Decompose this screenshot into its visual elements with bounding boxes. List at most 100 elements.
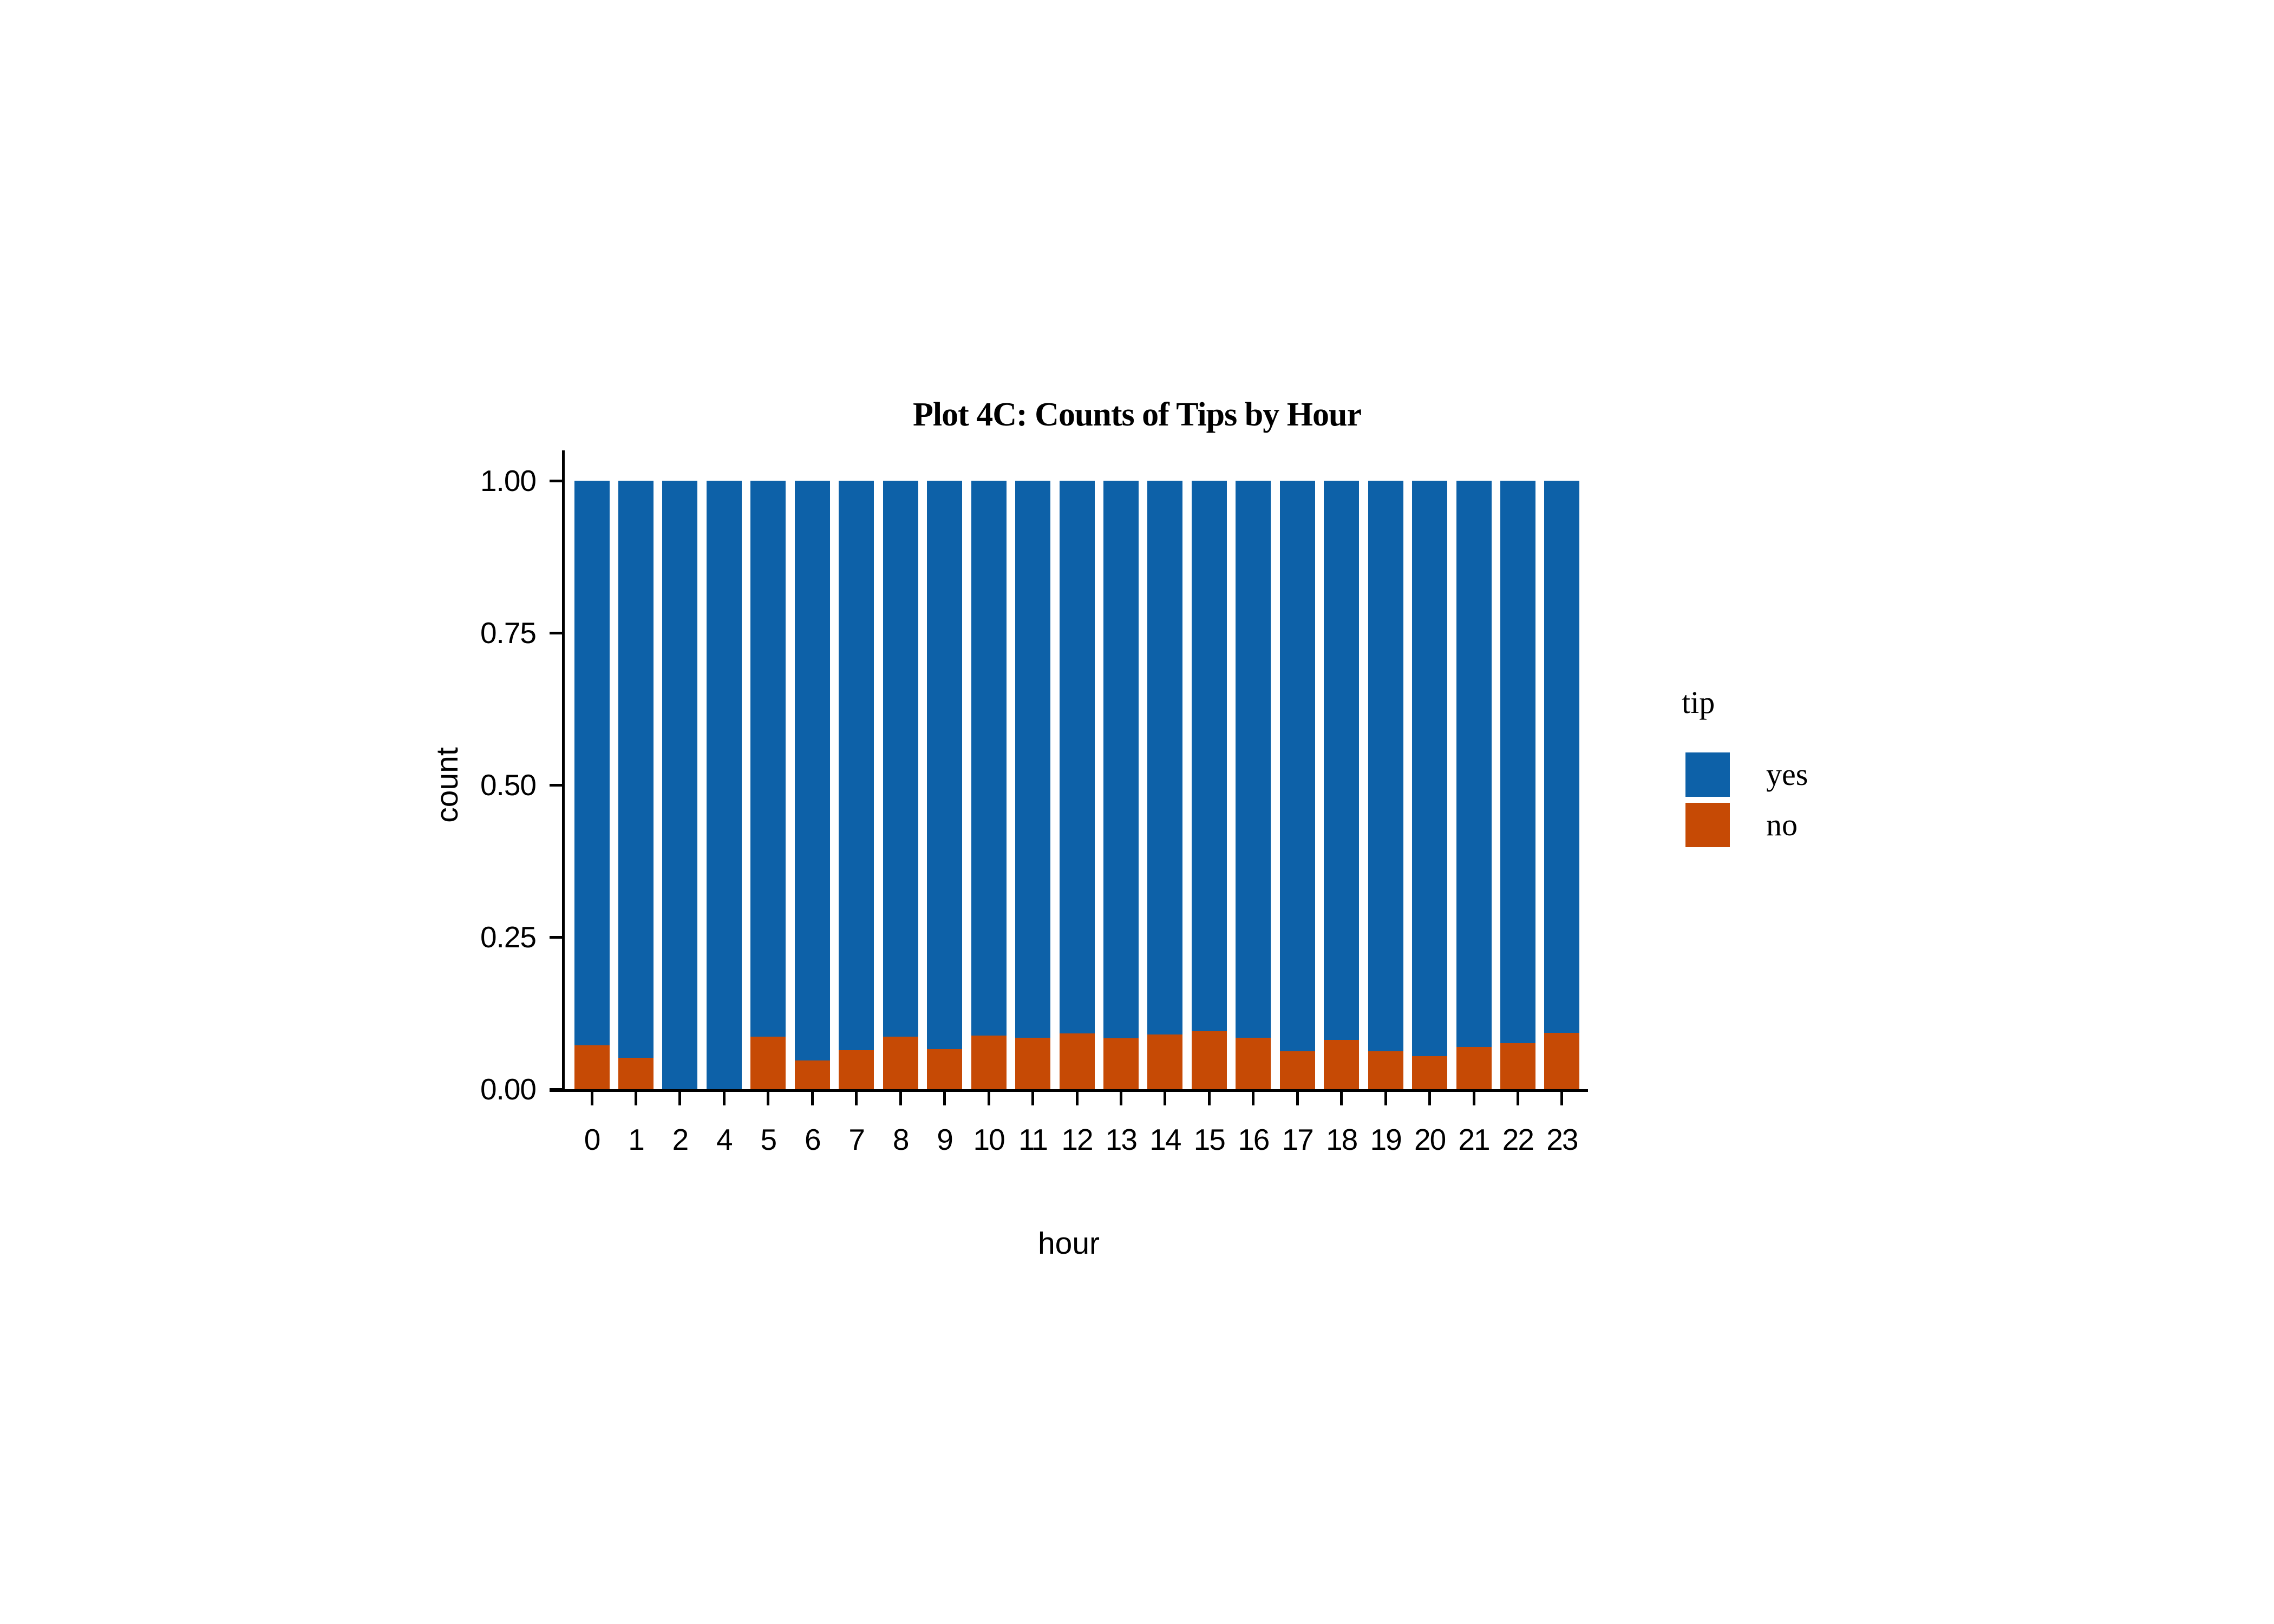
x-tick-label-hour-19: 19 — [1370, 1123, 1402, 1156]
x-tick-label-hour-23: 23 — [1546, 1123, 1578, 1156]
y-tick-label-0.25: 0.25 — [480, 920, 537, 954]
legend-swatch-no — [1685, 803, 1730, 847]
x-tick-label-hour-7: 7 — [848, 1123, 865, 1156]
y-tick-label-1.00: 1.00 — [480, 464, 537, 497]
bar-hour-13-no-segment — [1103, 1038, 1139, 1089]
bar-hour-23-no-segment — [1544, 1032, 1580, 1089]
legend-title: tip — [1682, 685, 1715, 720]
x-tick-hour-13 — [1119, 1090, 1122, 1105]
bar-hour-6-yes-segment — [794, 481, 830, 1061]
bar-hour-8-no-segment — [883, 1037, 918, 1089]
x-tick-hour-7 — [855, 1090, 858, 1105]
x-axis-line — [550, 1089, 1588, 1092]
y-axis-line — [562, 450, 565, 1092]
bar-hour-11-yes-segment — [1015, 481, 1050, 1038]
x-tick-label-hour-1: 1 — [628, 1123, 645, 1156]
x-tick-label-hour-17: 17 — [1282, 1123, 1314, 1156]
bar-hour-14-no-segment — [1147, 1034, 1183, 1089]
bar-hour-14-yes-segment — [1147, 481, 1183, 1034]
bar-hour-8-yes-segment — [883, 481, 918, 1037]
x-tick-hour-12 — [1075, 1090, 1079, 1105]
bar-hour-18-no-segment — [1324, 1040, 1360, 1089]
x-tick-label-hour-12: 12 — [1061, 1123, 1093, 1156]
bar-hour-0-yes-segment — [574, 481, 610, 1046]
x-tick-hour-4 — [722, 1090, 726, 1105]
x-tick-label-hour-0: 0 — [584, 1123, 601, 1156]
y-tick-label-0.50: 0.50 — [480, 768, 537, 802]
bar-hour-2-yes-segment — [662, 481, 698, 1089]
x-tick-label-hour-9: 9 — [937, 1123, 953, 1156]
bar-hour-12-no-segment — [1059, 1033, 1095, 1089]
x-tick-label-hour-4: 4 — [716, 1123, 733, 1156]
x-tick-label-hour-8: 8 — [892, 1123, 910, 1156]
x-tick-hour-17 — [1296, 1090, 1299, 1105]
bar-hour-5-yes-segment — [750, 481, 786, 1037]
x-tick-hour-21 — [1472, 1090, 1475, 1105]
bar-hour-10-no-segment — [971, 1036, 1007, 1089]
bar-hour-16-yes-segment — [1236, 481, 1271, 1038]
x-tick-hour-14 — [1164, 1090, 1167, 1105]
legend-label-no: no — [1766, 807, 1798, 842]
x-tick-hour-19 — [1384, 1090, 1387, 1105]
x-tick-label-hour-13: 13 — [1105, 1123, 1138, 1156]
x-tick-hour-6 — [811, 1090, 814, 1105]
y-tick-0.25 — [550, 935, 565, 939]
bar-hour-21-yes-segment — [1456, 481, 1492, 1047]
x-tick-hour-9 — [943, 1090, 946, 1105]
y-tick-1.00 — [550, 479, 565, 482]
x-tick-hour-5 — [767, 1090, 770, 1105]
bar-hour-21-no-segment — [1456, 1047, 1492, 1089]
y-tick-0.75 — [550, 631, 565, 634]
bar-hour-9-yes-segment — [927, 481, 963, 1049]
bar-hour-17-yes-segment — [1279, 481, 1315, 1052]
bar-hour-7-no-segment — [839, 1050, 874, 1089]
legend-swatch-yes — [1685, 752, 1730, 797]
bar-hour-9-no-segment — [927, 1049, 963, 1089]
x-tick-label-hour-22: 22 — [1502, 1123, 1534, 1156]
x-tick-label-hour-11: 11 — [1018, 1123, 1048, 1156]
bar-hour-4-yes-segment — [706, 481, 742, 1089]
bar-hour-22-no-segment — [1500, 1043, 1535, 1089]
x-tick-hour-22 — [1516, 1090, 1519, 1105]
bar-hour-22-yes-segment — [1500, 481, 1535, 1043]
bar-hour-23-yes-segment — [1544, 481, 1580, 1033]
x-tick-label-hour-21: 21 — [1458, 1123, 1490, 1156]
bar-hour-18-yes-segment — [1324, 481, 1360, 1040]
x-tick-label-hour-20: 20 — [1414, 1123, 1446, 1156]
x-tick-label-hour-5: 5 — [760, 1123, 777, 1156]
bar-hour-13-yes-segment — [1103, 481, 1139, 1038]
bar-hour-15-no-segment — [1191, 1031, 1227, 1089]
x-tick-hour-8 — [899, 1090, 902, 1105]
bar-hour-15-yes-segment — [1191, 481, 1227, 1032]
x-tick-label-hour-6: 6 — [805, 1123, 821, 1156]
x-tick-label-hour-16: 16 — [1238, 1123, 1270, 1156]
bar-hour-20-yes-segment — [1412, 481, 1448, 1057]
x-tick-hour-20 — [1428, 1090, 1432, 1105]
x-tick-label-hour-10: 10 — [973, 1123, 1005, 1156]
bar-hour-11-no-segment — [1015, 1037, 1050, 1089]
x-axis-title: hour — [1037, 1226, 1100, 1261]
x-tick-hour-16 — [1252, 1090, 1255, 1105]
x-tick-label-hour-18: 18 — [1326, 1123, 1358, 1156]
bar-hour-6-no-segment — [794, 1060, 830, 1089]
x-tick-hour-18 — [1340, 1090, 1343, 1105]
bar-hour-1-no-segment — [618, 1057, 654, 1089]
legend-label-yes: yes — [1766, 757, 1808, 792]
x-tick-hour-15 — [1207, 1090, 1211, 1105]
bar-hour-10-yes-segment — [971, 481, 1007, 1036]
y-tick-label-0.00: 0.00 — [480, 1072, 537, 1106]
bar-hour-7-yes-segment — [839, 481, 874, 1051]
bar-hour-16-no-segment — [1236, 1037, 1271, 1089]
bar-hour-5-no-segment — [750, 1037, 786, 1089]
x-tick-label-hour-2: 2 — [672, 1123, 689, 1156]
bar-hour-1-yes-segment — [618, 481, 654, 1058]
x-tick-hour-10 — [987, 1090, 990, 1105]
bar-hour-12-yes-segment — [1059, 481, 1095, 1033]
bar-hour-17-no-segment — [1279, 1051, 1315, 1089]
x-tick-hour-11 — [1031, 1090, 1034, 1105]
chart-title: Plot 4C: Counts of Tips by Hour — [913, 396, 1362, 433]
x-tick-label-hour-15: 15 — [1193, 1123, 1226, 1156]
x-tick-hour-0 — [590, 1090, 593, 1105]
bar-hour-0-no-segment — [574, 1045, 610, 1089]
